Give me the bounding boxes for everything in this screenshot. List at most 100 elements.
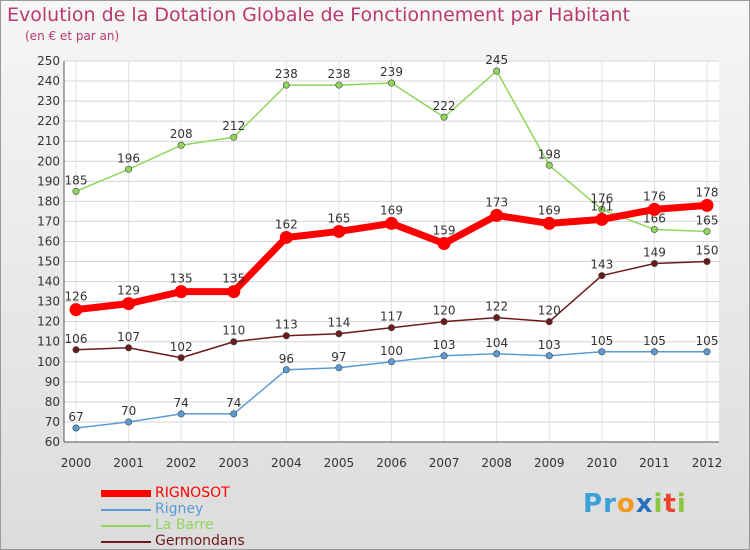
y-tick-label: 80	[45, 395, 60, 409]
data-point	[282, 332, 290, 340]
data-point	[542, 216, 556, 230]
x-tick-label: 2002	[166, 456, 197, 470]
y-tick-label: 60	[45, 435, 60, 449]
proxiti-logo: Proxiti	[583, 489, 687, 519]
data-label: 169	[380, 203, 403, 217]
data-point	[598, 272, 606, 280]
data-point	[647, 202, 661, 216]
x-tick-label: 2012	[692, 456, 723, 470]
data-point	[230, 338, 238, 346]
data-label: 110	[222, 324, 245, 338]
data-point	[703, 348, 711, 356]
data-point	[230, 410, 238, 418]
data-point	[335, 364, 343, 372]
x-tick-label: 2000	[61, 456, 92, 470]
y-tick-label: 240	[37, 74, 60, 88]
data-label: 102	[170, 340, 193, 354]
x-tick-label: 2001	[113, 456, 144, 470]
data-point	[282, 366, 290, 374]
y-tick-label: 220	[37, 114, 60, 128]
data-point	[279, 230, 293, 244]
data-point	[387, 324, 395, 332]
data-label: 159	[433, 223, 456, 237]
data-point	[282, 81, 290, 89]
data-point	[227, 285, 241, 299]
data-point	[598, 205, 606, 213]
y-tick-label: 90	[45, 375, 60, 389]
data-label: 135	[222, 272, 245, 286]
y-tick-label: 230	[37, 94, 60, 108]
data-point	[335, 81, 343, 89]
y-tick-label: 180	[37, 194, 60, 208]
legend-label: Rigney	[155, 501, 204, 517]
data-label: 222	[433, 99, 456, 113]
data-point	[545, 352, 553, 360]
data-point	[440, 318, 448, 326]
y-tick-label: 70	[45, 415, 60, 429]
data-label: 149	[643, 246, 666, 260]
x-tick-label: 2011	[639, 456, 670, 470]
data-point	[69, 303, 83, 317]
data-point	[177, 354, 185, 362]
data-label: 105	[590, 334, 613, 348]
data-point	[493, 350, 501, 358]
x-tick-label: 2010	[587, 456, 618, 470]
data-point	[490, 208, 504, 222]
data-point	[703, 258, 711, 266]
data-point	[122, 297, 136, 311]
data-point	[177, 141, 185, 149]
data-label: 103	[433, 338, 456, 352]
legend-label: Germondans	[155, 533, 245, 549]
y-tick-label: 120	[37, 315, 60, 329]
data-label: 120	[538, 304, 561, 318]
legend-label: La Barre	[155, 517, 214, 533]
data-label: 212	[222, 119, 245, 133]
y-tick-label: 210	[37, 134, 60, 148]
data-point	[493, 314, 501, 322]
legend-swatch	[101, 509, 151, 511]
logo-letter: x	[635, 489, 654, 519]
data-point	[545, 318, 553, 326]
data-label: 122	[485, 300, 508, 314]
y-tick-label: 170	[37, 214, 60, 228]
data-label: 150	[696, 244, 719, 258]
data-label: 106	[65, 332, 88, 346]
logo-letter: i	[653, 489, 664, 519]
data-point	[437, 236, 451, 250]
x-tick-label: 2004	[271, 456, 302, 470]
data-label: 96	[279, 352, 294, 366]
data-label: 165	[696, 213, 719, 227]
data-point	[332, 224, 346, 238]
data-label: 97	[331, 350, 346, 364]
x-tick-label: 2003	[218, 456, 249, 470]
data-point	[72, 424, 80, 432]
y-tick-label: 160	[37, 234, 60, 248]
data-label: 113	[275, 318, 298, 332]
data-point	[545, 161, 553, 169]
data-point	[230, 133, 238, 141]
data-label: 173	[485, 195, 508, 209]
data-point	[440, 113, 448, 121]
x-tick-label: 2006	[376, 456, 407, 470]
data-label: 117	[380, 310, 403, 324]
x-tick-label: 2008	[481, 456, 512, 470]
data-point	[493, 67, 501, 75]
y-tick-label: 200	[37, 154, 60, 168]
legend-swatch	[101, 490, 151, 497]
data-label: 107	[117, 330, 140, 344]
data-point	[595, 212, 609, 226]
data-point	[387, 358, 395, 366]
data-point	[72, 187, 80, 195]
data-label: 185	[65, 173, 88, 187]
data-label: 165	[327, 211, 350, 225]
data-label: 176	[643, 189, 666, 203]
data-point	[177, 410, 185, 418]
data-label: 143	[590, 258, 613, 272]
y-tick-label: 140	[37, 275, 60, 289]
data-label: 245	[485, 53, 508, 67]
data-label: 178	[696, 185, 719, 199]
data-label: 198	[538, 147, 561, 161]
data-point	[650, 225, 658, 233]
